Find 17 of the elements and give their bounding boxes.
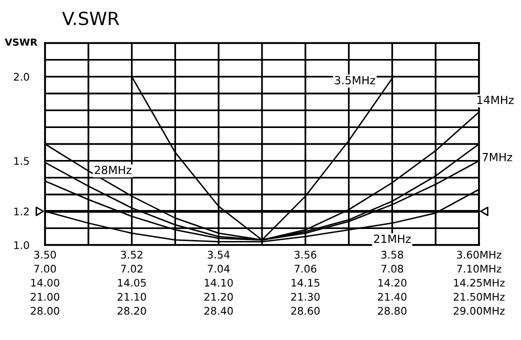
- series-label: 3.5MHz: [334, 76, 376, 84]
- x-tick-label: 3.58 7.08 14.20 21.40 28.80: [378, 250, 406, 315]
- y-tick-label: 1.2: [14, 208, 29, 216]
- x-tick-label: 3.60MHz 7.10MHz 14.25MHz 21.50MHz 29.00MHz: [454, 250, 505, 315]
- y-tick-label: 1.0: [14, 241, 30, 250]
- x-tick-label: 3.52 7.02 14.05 21.10 28.20: [118, 250, 146, 315]
- series-label: 14MHz: [477, 96, 514, 104]
- y-axis-title: VSWR: [4, 38, 38, 46]
- series-label: 21MHz: [374, 234, 411, 243]
- x-tick-label: 3.50 7.00 14.00 21.00 28.00: [30, 250, 60, 315]
- x-tick-label: 3.56 7.06 14.15 21.30 28.60: [291, 250, 320, 315]
- x-tick-label: 3.54 7.04 14.10 21.20 28.40: [204, 250, 233, 315]
- series-label: 7MHz: [482, 153, 512, 162]
- chart-title: V.SWR: [62, 12, 120, 26]
- y-tick-label: 2.0: [14, 72, 30, 81]
- series-label: 28MHz: [94, 166, 132, 174]
- y-tick-label: 1.5: [14, 157, 29, 165]
